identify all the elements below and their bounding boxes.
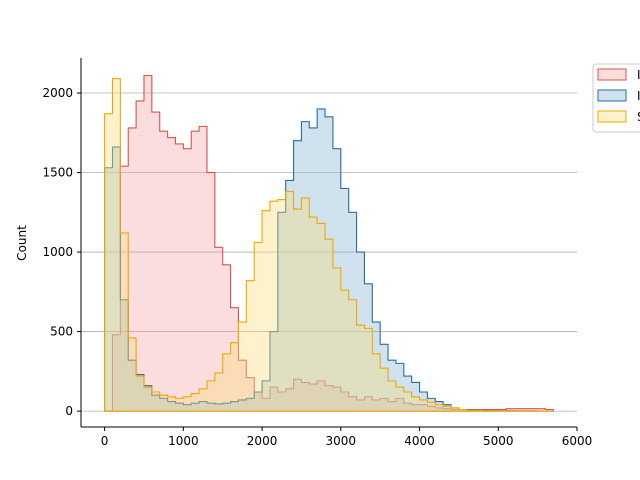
x-tick-label: 0 — [101, 434, 109, 448]
y-tick-label: 1000 — [42, 245, 73, 259]
x-tick-label: 6000 — [562, 434, 593, 448]
legend-box — [592, 63, 640, 133]
legend-swatch — [597, 89, 627, 102]
y-tick-label: 500 — [50, 325, 73, 339]
legend-label: S — [637, 110, 640, 124]
y-tick-label: 1500 — [42, 166, 73, 180]
legend-swatch — [597, 110, 627, 123]
legend-label: I — [637, 89, 640, 103]
axes — [80, 58, 577, 428]
legend-swatch — [597, 68, 627, 81]
legend-label: I — [637, 68, 640, 82]
y-ticks: 0 500 1000 1500 2000 — [42, 86, 81, 418]
series-0-histogram — [104, 74, 554, 412]
x-tick-label: 3000 — [326, 434, 357, 448]
y-tick-label: 2000 — [42, 86, 73, 100]
x-tick-label: 2000 — [247, 434, 278, 448]
series-2-histogram — [104, 78, 554, 412]
y-tick-label: 0 — [65, 404, 73, 418]
x-tick-label: 1000 — [168, 434, 199, 448]
legend: IIS — [592, 63, 640, 133]
x-tick-label: 5000 — [483, 434, 514, 448]
x-ticks: 0 1000 2000 3000 4000 5000 6000 — [101, 427, 592, 448]
x-tick-label: 4000 — [404, 434, 435, 448]
series-group — [104, 74, 554, 412]
y-axis-title: Count — [15, 225, 29, 261]
